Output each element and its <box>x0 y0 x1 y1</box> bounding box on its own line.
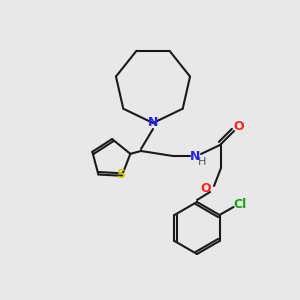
Text: N: N <box>190 149 200 163</box>
Text: H: H <box>198 157 206 167</box>
Text: N: N <box>148 116 158 130</box>
Text: Cl: Cl <box>233 199 246 212</box>
Text: O: O <box>234 119 244 133</box>
Text: S: S <box>116 168 125 181</box>
Text: O: O <box>201 182 211 194</box>
